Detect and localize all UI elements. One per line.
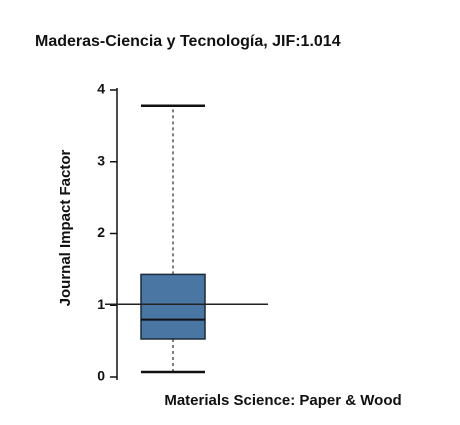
x-tick-label: Materials Science: Paper & Wood <box>164 392 401 409</box>
y-tick-label: 4 <box>97 81 105 97</box>
y-tick-label: 0 <box>97 368 105 384</box>
y-tick-label: 2 <box>97 224 105 240</box>
chart-title: Maderas-Ciencia y Tecnología, JIF:1.014 <box>35 33 341 50</box>
y-tick-label: 1 <box>97 296 105 312</box>
box <box>140 273 206 340</box>
y-axis-label: Journal Impact Factor <box>57 149 74 306</box>
y-tick-label: 3 <box>97 152 105 168</box>
